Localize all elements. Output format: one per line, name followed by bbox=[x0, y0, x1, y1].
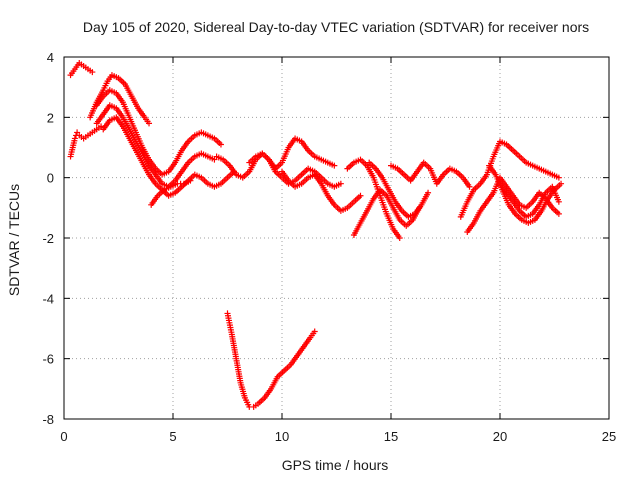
data-series-arc-9 bbox=[246, 150, 344, 190]
x-tick-label: 0 bbox=[60, 429, 67, 444]
y-tick-label: -8 bbox=[42, 412, 54, 427]
y-tick-label: -6 bbox=[42, 352, 54, 367]
data-marks bbox=[67, 60, 565, 410]
data-series-arc-18 bbox=[497, 180, 562, 220]
data-series-arc-3 bbox=[87, 72, 153, 127]
chart-title: Day 105 of 2020, Sidereal Day-to-day VTE… bbox=[83, 19, 589, 35]
x-tick-label: 5 bbox=[169, 429, 176, 444]
x-tick-label: 15 bbox=[384, 429, 398, 444]
data-series-arc-19 bbox=[224, 310, 318, 410]
data-series-arc-1 bbox=[67, 60, 96, 79]
y-tick-label: 2 bbox=[47, 110, 54, 125]
data-series-arc-4 bbox=[93, 87, 224, 178]
gridlines bbox=[64, 57, 609, 419]
data-series-arc-14 bbox=[388, 159, 473, 190]
y-axis-label: SDTVAR / TECUs bbox=[6, 184, 22, 296]
axis-ticks: 0 5 10 15 20 25 -8 -6 -4 -2 0 2 4 bbox=[42, 50, 616, 444]
data-series-arc-15 bbox=[457, 138, 562, 220]
x-tick-label: 20 bbox=[493, 429, 507, 444]
x-axis-label: GPS time / hours bbox=[282, 457, 389, 473]
y-tick-label: 0 bbox=[47, 171, 54, 186]
x-tick-label: 10 bbox=[275, 429, 289, 444]
y-tick-label: 4 bbox=[47, 50, 54, 65]
data-series-arc-2 bbox=[67, 123, 105, 160]
y-tick-label: -4 bbox=[42, 291, 54, 306]
data-series-arc-13 bbox=[366, 159, 432, 220]
x-tick-label: 25 bbox=[602, 429, 616, 444]
data-series-arc-7 bbox=[148, 177, 194, 208]
y-tick-label: -2 bbox=[42, 231, 54, 246]
data-series-arc-12 bbox=[350, 186, 423, 238]
data-series-arc-11 bbox=[344, 156, 403, 241]
data-series-arc-10 bbox=[279, 168, 364, 214]
